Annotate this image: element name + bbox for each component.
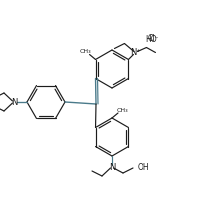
Text: CH₃: CH₃ xyxy=(80,49,91,54)
Text: Cl⁻: Cl⁻ xyxy=(148,34,159,43)
Text: CH₃: CH₃ xyxy=(116,107,128,112)
Text: N: N xyxy=(11,97,17,107)
Text: HO: HO xyxy=(145,35,157,44)
Text: N: N xyxy=(109,162,115,172)
Text: N⁺: N⁺ xyxy=(130,48,141,57)
Text: OH: OH xyxy=(138,164,150,173)
